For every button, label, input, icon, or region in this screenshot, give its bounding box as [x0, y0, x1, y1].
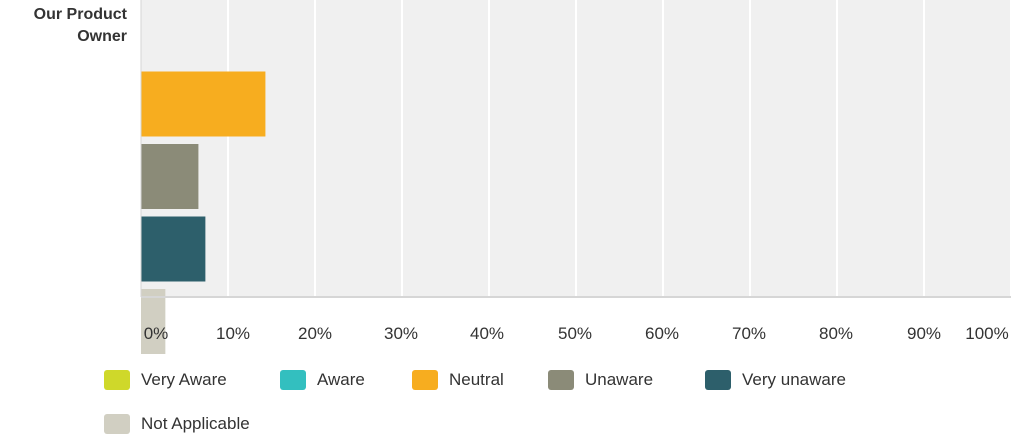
legend-item: Neutral: [412, 370, 504, 390]
legend-swatch: [705, 370, 731, 390]
legend-item: Unaware: [548, 370, 653, 390]
x-tick-label: 50%: [558, 324, 592, 343]
bar-very-unaware: [141, 216, 206, 282]
legend-swatch: [104, 414, 130, 434]
legend-label: Not Applicable: [141, 414, 250, 433]
legend-swatch: [548, 370, 574, 390]
legend-label: Very unaware: [742, 370, 846, 389]
legend-swatch: [412, 370, 438, 390]
x-tick-label: 40%: [470, 324, 504, 343]
x-tick-label: 20%: [298, 324, 332, 343]
x-tick-label: 30%: [384, 324, 418, 343]
x-tick-label: 70%: [732, 324, 766, 343]
legend-item: Very Aware: [104, 370, 227, 390]
legend-item: Not Applicable: [104, 414, 250, 434]
legend-label: Aware: [317, 370, 365, 389]
bar-unaware: [141, 144, 199, 209]
category-label: Our Product Owner: [33, 6, 127, 45]
x-tick-label: 10%: [216, 324, 250, 343]
legend-item: Very unaware: [705, 370, 846, 390]
legend-label: Very Aware: [141, 370, 227, 389]
x-tick-label: 0%: [144, 324, 169, 343]
legend-swatch: [104, 370, 130, 390]
x-tick-label: 80%: [819, 324, 853, 343]
x-tick-label: 90%: [907, 324, 941, 343]
legend-swatch: [280, 370, 306, 390]
x-tick-label: 100%: [965, 324, 1008, 343]
bar-neutral: [141, 71, 266, 137]
x-tick-label: 60%: [645, 324, 679, 343]
legend-label: Unaware: [585, 370, 654, 389]
legend-label: Neutral: [449, 370, 504, 389]
bar-not-applicable: [141, 289, 166, 354]
legend-item: Aware: [280, 370, 365, 390]
